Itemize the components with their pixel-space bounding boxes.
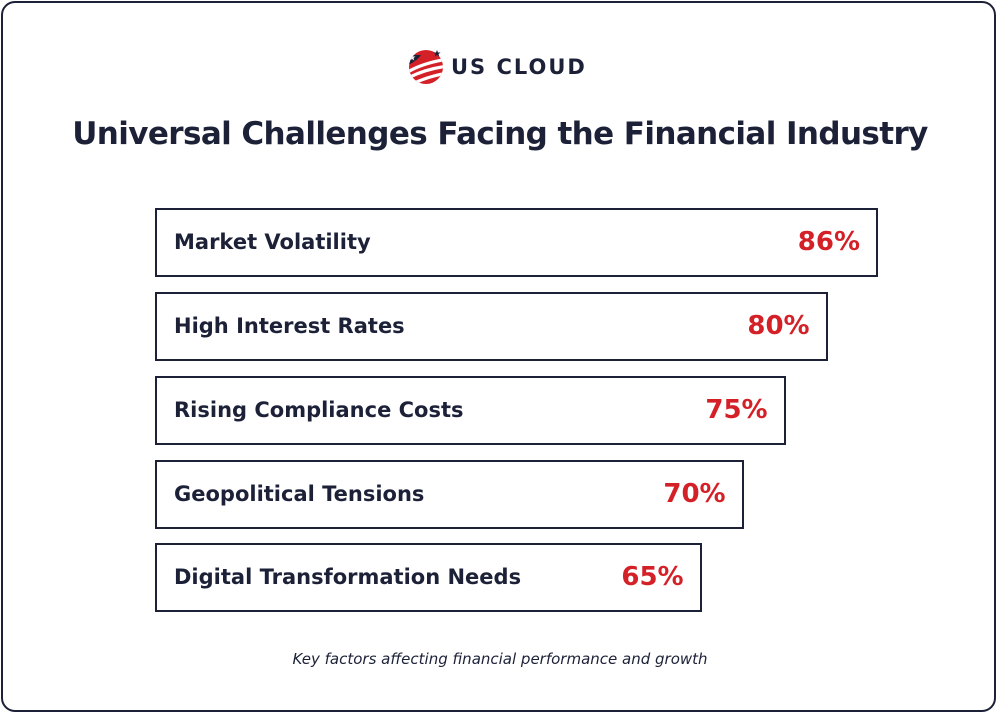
bar-value-label: 75% [705, 395, 768, 425]
chart-caption: Key factors affecting financial performa… [292, 650, 708, 668]
us-cloud-globe-flag-icon [409, 50, 443, 84]
bar: Geopolitical Tensions 70% [155, 460, 744, 529]
bar: Digital Transformation Needs 65% [155, 543, 702, 612]
bar: High Interest Rates 80% [155, 292, 828, 361]
bar: Rising Compliance Costs 75% [155, 376, 786, 445]
bar-value-label: 70% [663, 479, 726, 509]
bar-label: Digital Transformation Needs [174, 565, 522, 589]
brand-name: US CLOUD [451, 55, 587, 79]
bar-label: Rising Compliance Costs [174, 398, 464, 422]
bar-value-label: 80% [747, 311, 810, 341]
bar-label: Market Volatility [174, 230, 371, 254]
bar-value-label: 65% [621, 562, 684, 592]
chart-title: Universal Challenges Facing the Financia… [72, 116, 928, 152]
bar-label: Geopolitical Tensions [174, 482, 425, 506]
brand-logo: US CLOUD [408, 48, 587, 86]
bar: Market Volatility 86% [155, 208, 878, 277]
bar-label: High Interest Rates [174, 314, 405, 338]
bar-value-label: 86% [797, 227, 860, 257]
